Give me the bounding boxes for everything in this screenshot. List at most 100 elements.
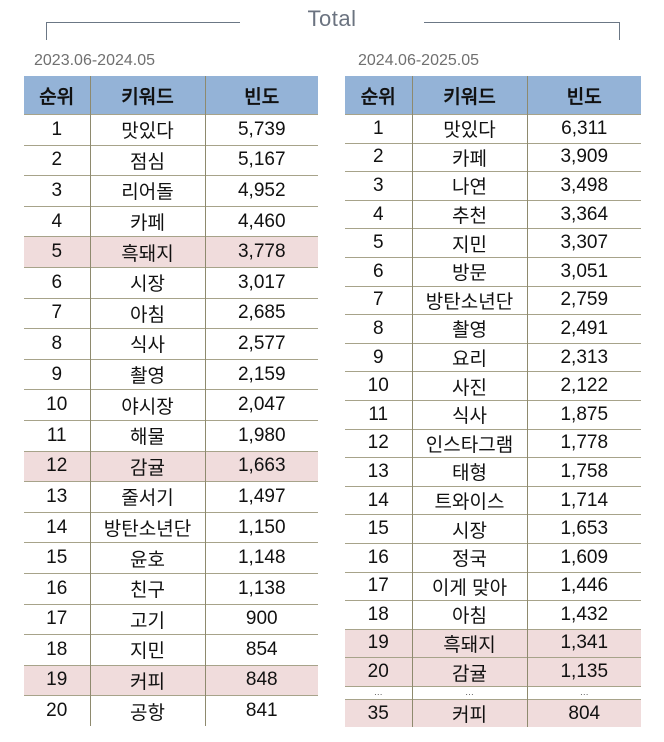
rank-cell: … xyxy=(345,685,412,700)
keyword-cell: 식사 xyxy=(89,328,205,360)
keyword-cell: 아침 xyxy=(89,297,205,329)
page-title: Total xyxy=(307,6,357,31)
ellipsis-row: ……… xyxy=(345,685,641,700)
keyword-cell: 윤호 xyxy=(89,542,205,574)
frequency-cell: 3,909 xyxy=(526,142,641,172)
frequency-cell: 1,138 xyxy=(204,572,318,604)
frequency-cell: 1,980 xyxy=(204,419,318,452)
frequency-cell: 2,577 xyxy=(204,328,318,360)
rank-cell: 14 xyxy=(345,485,412,515)
keyword-cell: 맛있다 xyxy=(89,114,205,146)
bracket-tick-right xyxy=(619,22,620,40)
table-row: 11 해물 1,980 xyxy=(24,419,318,452)
table-row: 15 시장 1,653 xyxy=(345,514,641,544)
table-row: 14 트와이스 1,714 xyxy=(345,485,641,515)
rank-cell: 1 xyxy=(24,114,90,146)
keyword-cell: 야시장 xyxy=(89,389,205,421)
bracket-line-left xyxy=(46,22,240,23)
keyword-cell: 줄서기 xyxy=(89,481,205,513)
rank-cell: 14 xyxy=(24,511,90,543)
table-row: 10 야시장 2,047 xyxy=(24,389,318,421)
rank-cell: 19 xyxy=(345,628,412,658)
rank-cell: 11 xyxy=(24,419,90,452)
rank-cell: 2 xyxy=(345,142,412,172)
keyword-cell: 흑돼지 xyxy=(411,628,527,658)
rank-cell: 15 xyxy=(345,514,412,544)
keyword-cell: 점심 xyxy=(89,144,205,176)
frequency-cell: 2,685 xyxy=(204,297,318,329)
rank-cell: 13 xyxy=(24,481,90,513)
rank-cell: 12 xyxy=(345,428,412,458)
table-header-row: 순위 키워드 빈도 xyxy=(24,76,318,115)
keyword-cell: 고기 xyxy=(89,603,205,635)
rank-cell: 2 xyxy=(24,144,90,176)
rank-cell: 18 xyxy=(345,600,412,630)
frequency-cell: 1,875 xyxy=(526,399,641,430)
rank-cell: 11 xyxy=(345,399,412,430)
table-row: 5 지민 3,307 xyxy=(345,228,641,258)
table-row: 5 흑돼지 3,778 xyxy=(24,236,318,268)
table-body-right: 1 맛있다 6,311 2 카페 3,909 3 나연 3,498 4 추천 3,364 5 지민 3,30… xyxy=(345,114,641,728)
keyword-cell: 식사 xyxy=(411,399,527,430)
table-row: 7 방탄소년단 2,759 xyxy=(345,285,641,315)
table-row: 18 지민 854 xyxy=(24,634,318,666)
header-frequency: 빈도 xyxy=(526,76,641,115)
keyword-cell: 방탄소년단 xyxy=(89,511,205,543)
rank-cell: 17 xyxy=(345,571,412,601)
frequency-cell: 4,460 xyxy=(204,205,318,237)
frequency-cell: 3,307 xyxy=(526,228,641,258)
keyword-cell: 지민 xyxy=(89,634,205,666)
table-row: 16 친구 1,138 xyxy=(24,572,318,604)
frequency-cell: 854 xyxy=(204,634,318,666)
frequency-cell: 1,135 xyxy=(526,657,641,687)
rank-cell: 1 xyxy=(345,114,412,144)
table-row: 12 감귤 1,663 xyxy=(24,450,318,482)
table-row: 4 카페 4,460 xyxy=(24,205,318,237)
table-row: 13 태형 1,758 xyxy=(345,457,641,487)
table-row: 1 맛있다 5,739 xyxy=(24,114,318,146)
rank-cell: 10 xyxy=(345,371,412,401)
table-row: 17 이게 맞아 1,446 xyxy=(345,571,641,601)
keyword-table-2024: 순위 키워드 빈도 1 맛있다 6,311 2 카페 3,909 3 나연 3,498 4 추천 3,… xyxy=(345,76,641,728)
frequency-cell: 4,952 xyxy=(204,175,318,207)
table-row: 9 요리 2,313 xyxy=(345,342,641,372)
table-row: 1 맛있다 6,311 xyxy=(345,114,641,144)
keyword-cell: 아침 xyxy=(411,600,527,630)
rank-cell: 20 xyxy=(24,695,90,726)
frequency-cell: 2,122 xyxy=(526,371,641,401)
period-label-left: 2023.06-2024.05 xyxy=(34,52,155,69)
keyword-cell: 흑돼지 xyxy=(89,236,205,268)
keyword-cell: 지민 xyxy=(411,228,527,258)
header-keyword: 키워드 xyxy=(89,76,205,115)
bracket-tick-left xyxy=(46,22,47,40)
frequency-cell: 3,778 xyxy=(204,236,318,268)
table-row: 19 커피 848 xyxy=(24,664,318,696)
rank-cell: 17 xyxy=(24,603,90,635)
table-row: 18 아침 1,432 xyxy=(345,600,641,630)
table-header-row: 순위 키워드 빈도 xyxy=(345,76,641,115)
frequency-cell: 1,150 xyxy=(204,511,318,543)
keyword-cell: 요리 xyxy=(411,342,527,372)
keyword-cell: 사진 xyxy=(411,371,527,401)
rank-cell: 8 xyxy=(24,328,90,360)
header-frequency: 빈도 xyxy=(204,76,318,115)
rank-cell: 15 xyxy=(24,542,90,574)
rank-cell: 6 xyxy=(345,256,412,287)
keyword-cell: 커피 xyxy=(411,698,527,728)
table-row: 9 촬영 2,159 xyxy=(24,358,318,390)
rank-cell: 5 xyxy=(24,236,90,268)
rank-cell: 9 xyxy=(345,342,412,372)
keyword-cell: 방탄소년단 xyxy=(411,285,527,315)
table-row: 3 나연 3,498 xyxy=(345,171,641,201)
bracket-line-right xyxy=(424,22,620,23)
rank-cell: 16 xyxy=(24,572,90,604)
header-rank: 순위 xyxy=(345,76,412,115)
keyword-table-2023: 순위 키워드 빈도 1 맛있다 5,739 2 점심 5,167 3 리어돌 4,952 4 카페 4… xyxy=(24,76,318,726)
header-rank: 순위 xyxy=(24,76,90,115)
keyword-cell: 맛있다 xyxy=(411,114,527,144)
keyword-cell: … xyxy=(411,685,527,700)
rank-cell: 6 xyxy=(24,266,90,299)
table-row: 16 정국 1,609 xyxy=(345,542,641,572)
frequency-cell: 841 xyxy=(204,695,318,726)
title-bracket xyxy=(46,10,620,40)
